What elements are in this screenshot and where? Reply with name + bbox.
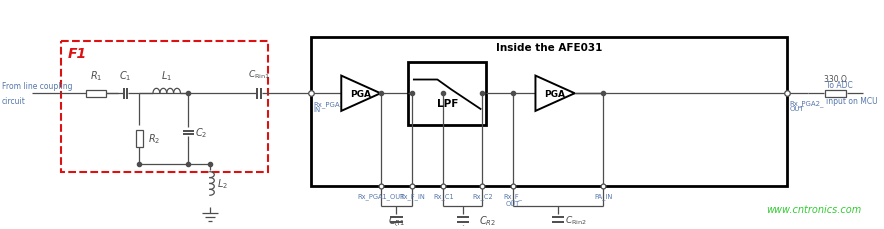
Text: Rx_F_IN: Rx_F_IN (399, 192, 425, 199)
Text: PGA: PGA (350, 89, 371, 98)
Text: Rx_F_
OUT: Rx_F_ OUT (503, 192, 522, 206)
Text: $C_{R2}$: $C_{R2}$ (478, 213, 496, 227)
Text: Rx_PGA1_OUT: Rx_PGA1_OUT (357, 192, 404, 199)
Text: Inside the AFE031: Inside the AFE031 (496, 43, 602, 53)
Text: $L_1$: $L_1$ (161, 69, 172, 83)
Text: OUT: OUT (789, 106, 804, 112)
Polygon shape (536, 76, 575, 112)
Text: IN: IN (314, 106, 321, 112)
Text: Rx_PGA1_: Rx_PGA1_ (314, 101, 348, 107)
Text: To ADC: To ADC (826, 81, 852, 90)
Text: PGA: PGA (545, 89, 566, 98)
Text: LPF: LPF (437, 99, 458, 109)
Bar (136, 130, 142, 147)
Text: $C_1$: $C_1$ (119, 69, 132, 83)
Text: input on MCU: input on MCU (826, 97, 877, 106)
Bar (408, 63, 486, 125)
Text: $C_{\rm Rin1}$: $C_{\rm Rin1}$ (248, 69, 270, 81)
Text: circuit: circuit (2, 97, 26, 106)
Bar (311, 38, 787, 187)
Bar (825, 90, 846, 97)
Text: Rx_PGA2_: Rx_PGA2_ (789, 100, 824, 106)
Text: $R_1$: $R_1$ (90, 69, 103, 83)
Text: PA_IN: PA_IN (594, 192, 613, 199)
Text: Rx_C2: Rx_C2 (472, 192, 493, 199)
Text: 330 Ω: 330 Ω (824, 75, 847, 84)
Bar (87, 90, 106, 97)
Text: $L_2$: $L_2$ (217, 177, 228, 191)
Text: $C_{\rm Rin2}$: $C_{\rm Rin2}$ (565, 214, 587, 226)
Text: $C_{R1}$: $C_{R1}$ (387, 213, 405, 227)
Text: Rx_C1: Rx_C1 (433, 192, 453, 199)
Text: $R_2$: $R_2$ (149, 132, 160, 146)
Polygon shape (341, 76, 380, 112)
Text: $C_2$: $C_2$ (195, 126, 208, 140)
Text: From line coupling: From line coupling (2, 82, 72, 91)
Text: www.cntronics.com: www.cntronics.com (766, 204, 861, 214)
Text: F1: F1 (68, 47, 87, 61)
